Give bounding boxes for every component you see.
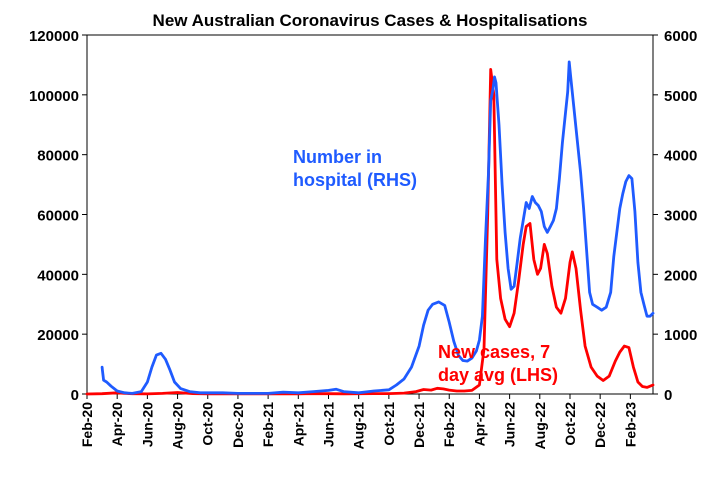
annotation-cases: New cases, 7 day avg (LHS) bbox=[438, 342, 558, 385]
x-axis: Feb-20 Apr-20 Jun-20 Aug-20 Oct-20 Dec-20 Feb-… bbox=[79, 394, 638, 449]
x-tick-label: Apr-22 bbox=[471, 402, 487, 447]
x-tick-label: Jun-22 bbox=[502, 402, 518, 447]
y-left-tick-label: 80000 bbox=[37, 148, 79, 165]
x-tick-label: Feb-22 bbox=[441, 402, 457, 447]
y-left-tick-label: 20000 bbox=[37, 327, 79, 344]
y-right-tick-label: 2000 bbox=[664, 267, 697, 284]
y-right-tick-label: 4000 bbox=[664, 148, 697, 165]
y-left-tick-label: 100000 bbox=[29, 88, 79, 105]
annotation-hospital-line1: Number in bbox=[293, 147, 382, 167]
x-tick-label: Apr-21 bbox=[290, 402, 306, 447]
x-tick-label: Oct-21 bbox=[381, 402, 397, 446]
x-tick-label: Dec-20 bbox=[230, 402, 246, 448]
x-tick-label: Dec-22 bbox=[592, 402, 608, 448]
x-tick-label: Apr-20 bbox=[109, 402, 125, 447]
y-left-tick-label: 120000 bbox=[29, 28, 79, 45]
x-tick-label: Oct-20 bbox=[200, 402, 216, 446]
x-tick-label: Feb-20 bbox=[79, 402, 95, 447]
series-lines bbox=[85, 60, 655, 396]
y-axis-right: 0 1000 2000 3000 4000 5000 6000 bbox=[653, 28, 697, 404]
y-left-tick-label: 60000 bbox=[37, 208, 79, 225]
x-tick-label: Feb-21 bbox=[260, 402, 276, 447]
y-left-tick-label: 0 bbox=[71, 387, 79, 404]
annotation-hospital-line2: hospital (RHS) bbox=[293, 170, 417, 190]
y-right-tick-label: 6000 bbox=[664, 28, 697, 45]
annotation-cases-line2: day avg (LHS) bbox=[438, 365, 558, 385]
y-left-tick-label: 40000 bbox=[37, 267, 79, 284]
y-right-tick-label: 1000 bbox=[664, 327, 697, 344]
x-tick-label: Aug-21 bbox=[351, 402, 367, 450]
annotation-hospital: Number in hospital (RHS) bbox=[293, 147, 417, 190]
x-tick-label: Dec-21 bbox=[411, 402, 427, 448]
series-line-hospital bbox=[100, 60, 655, 395]
x-tick-label: Jun-20 bbox=[139, 402, 155, 447]
x-tick-label: Aug-20 bbox=[170, 402, 186, 450]
x-tick-label: Aug-22 bbox=[532, 402, 548, 450]
y-right-tick-label: 5000 bbox=[664, 88, 697, 105]
y-axis-left: 0 20000 40000 60000 80000 100000 120000 bbox=[29, 28, 87, 404]
plot-area bbox=[86, 34, 654, 395]
x-tick-label: Jun-21 bbox=[320, 402, 336, 447]
x-tick-label: Feb-23 bbox=[622, 402, 638, 447]
annotation-cases-line1: New cases, 7 bbox=[438, 342, 550, 362]
x-tick-label: Oct-22 bbox=[562, 402, 578, 446]
y-right-tick-label: 0 bbox=[664, 387, 672, 404]
chart-title: New Australian Coronavirus Cases & Hospi… bbox=[153, 11, 588, 30]
y-right-tick-label: 3000 bbox=[664, 208, 697, 225]
